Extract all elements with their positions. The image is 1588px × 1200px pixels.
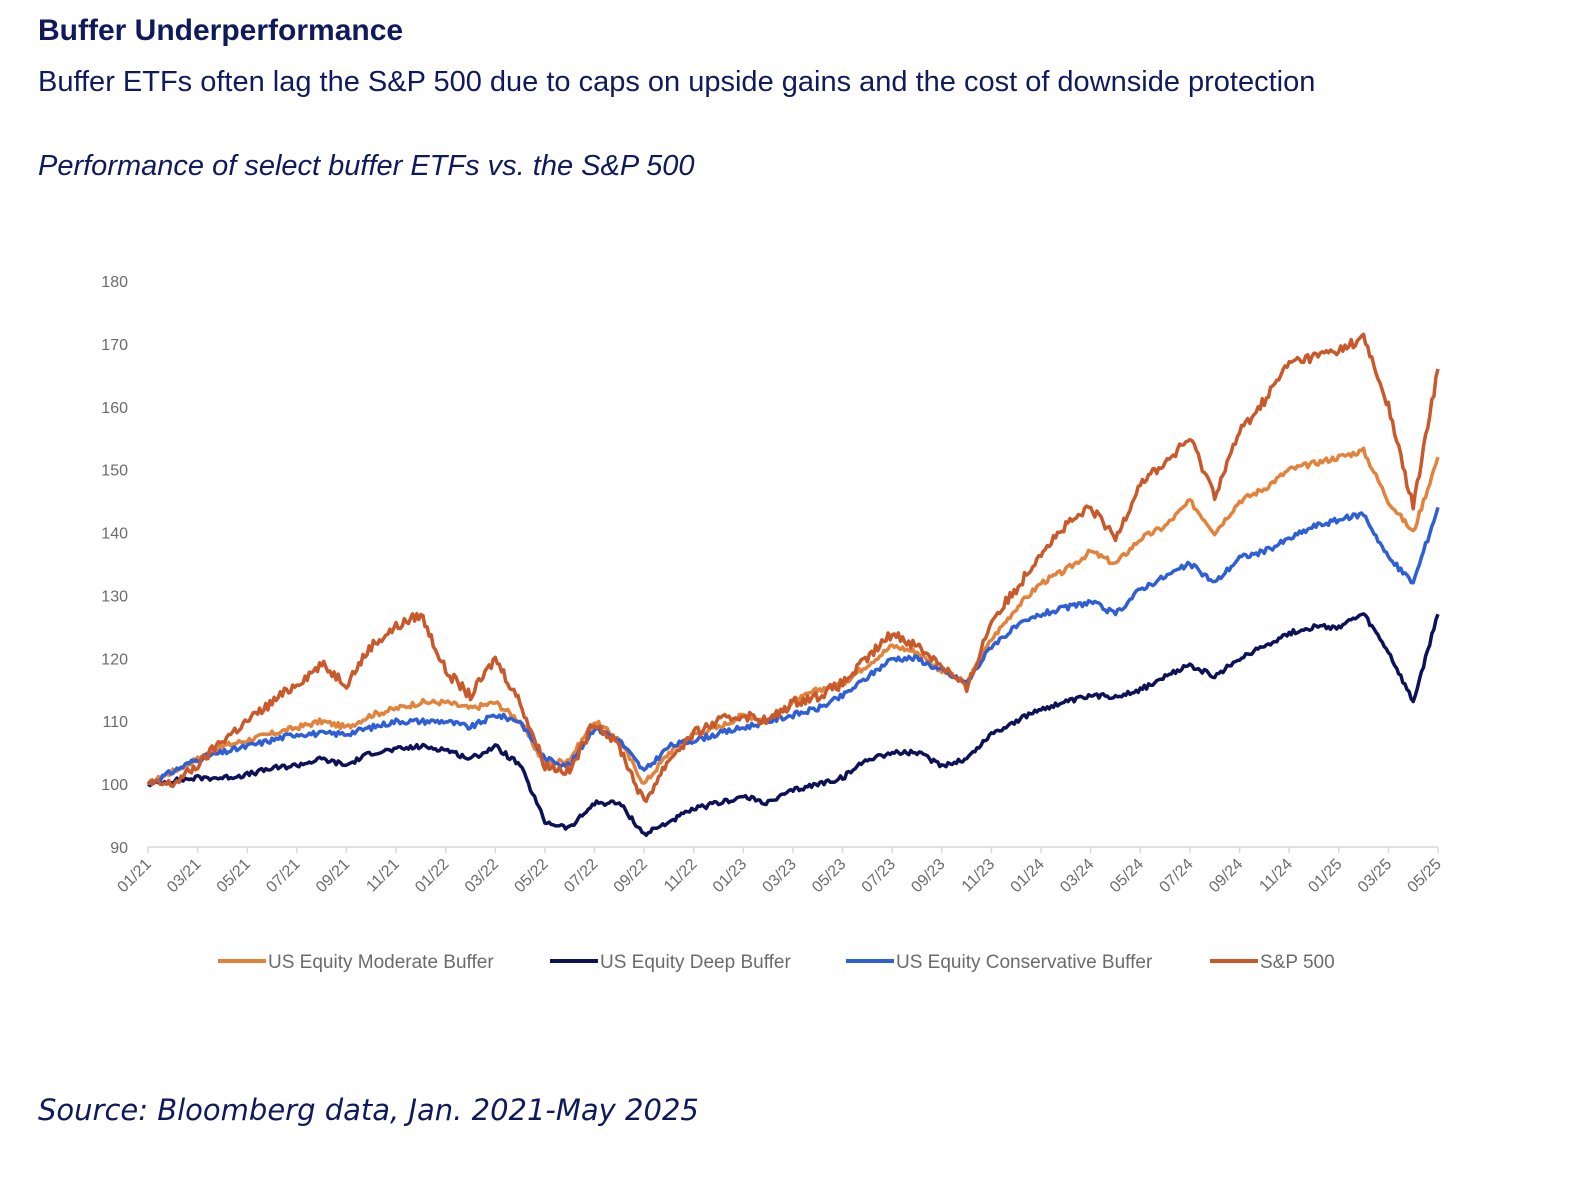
y-tick-label: 150 xyxy=(101,463,128,480)
series-lines xyxy=(146,332,1440,838)
y-tick-label: 140 xyxy=(101,526,128,543)
series-line-us-equity-conservative-buffer xyxy=(147,506,1440,786)
x-tick-label: 05/22 xyxy=(511,856,551,896)
x-tick-label: 01/25 xyxy=(1305,856,1345,896)
series-line-us-equity-deep-buffer xyxy=(147,612,1440,838)
x-tick-label: 07/23 xyxy=(859,856,899,896)
source-note: Source: Bloomberg data, Jan. 2021-May 20… xyxy=(38,1093,699,1127)
x-tick-label: 03/22 xyxy=(462,856,502,896)
y-tick-label: 110 xyxy=(102,714,128,731)
y-tick-label: 120 xyxy=(101,651,128,668)
x-tick-label: 09/24 xyxy=(1206,856,1246,896)
y-tick-label: 160 xyxy=(101,400,128,417)
x-tick-label: 09/22 xyxy=(611,856,651,896)
x-axis: 01/21 03/21 05/21 07/21 09/21 11/21 01/22 03/22… xyxy=(114,846,1445,896)
y-axis: 90 100 110 120 130 140 150 160 170 180 xyxy=(101,274,128,857)
line-chart: 90 100 110 120 130 140 150 160 170 180 01/21 03/21… xyxy=(101,274,1445,973)
x-tick-label: 05/21 xyxy=(214,856,254,896)
legend-label-us-equity-deep-buffer: US Equity Deep Buffer xyxy=(600,952,791,973)
x-tick-label: 07/24 xyxy=(1156,856,1196,896)
legend-label-us-equity-conservative-buffer: US Equity Conservative Buffer xyxy=(896,952,1153,973)
x-tick-label: 01/23 xyxy=(710,856,750,896)
x-tick-label: 05/24 xyxy=(1107,856,1147,896)
x-tick-label: 03/21 xyxy=(164,856,204,896)
legend-label-s-p-500: S&P 500 xyxy=(1260,952,1335,973)
x-tick-label: 11/24 xyxy=(1256,856,1296,896)
x-tick-label: 07/22 xyxy=(561,856,601,896)
x-tick-label: 11/21 xyxy=(363,856,403,896)
x-tick-label: 09/21 xyxy=(313,856,353,896)
y-tick-label: 170 xyxy=(101,337,128,354)
x-tick-label: 05/23 xyxy=(809,856,849,896)
x-tick-label: 11/22 xyxy=(661,856,701,896)
x-tick-label: 01/24 xyxy=(1008,856,1048,896)
x-tick-label: 03/23 xyxy=(759,856,799,896)
x-tick-label: 03/25 xyxy=(1355,856,1395,896)
y-tick-label: 180 xyxy=(101,274,128,291)
y-tick-label: 130 xyxy=(101,588,128,605)
legend: US Equity Moderate Buffer US Equity Deep … xyxy=(218,952,1335,973)
x-tick-label: 01/22 xyxy=(412,856,452,896)
y-tick-label: 90 xyxy=(110,840,128,857)
x-tick-label: 07/21 xyxy=(263,856,303,896)
page-subtitle: Buffer ETFs often lag the S&P 500 due to… xyxy=(38,66,1316,98)
x-tick-label: 03/24 xyxy=(1057,856,1097,896)
x-tick-label: 05/25 xyxy=(1404,856,1444,896)
chart-caption: Performance of select buffer ETFs vs. th… xyxy=(38,150,695,182)
page-title: Buffer Underperformance xyxy=(38,14,404,47)
y-tick-label: 100 xyxy=(101,777,128,794)
legend-label-us-equity-moderate-buffer: US Equity Moderate Buffer xyxy=(268,952,494,973)
x-tick-label: 11/23 xyxy=(959,856,999,896)
series-line-s-p-500 xyxy=(146,332,1440,804)
x-tick-label: 01/21 xyxy=(114,856,154,896)
x-tick-label: 09/23 xyxy=(908,856,948,896)
